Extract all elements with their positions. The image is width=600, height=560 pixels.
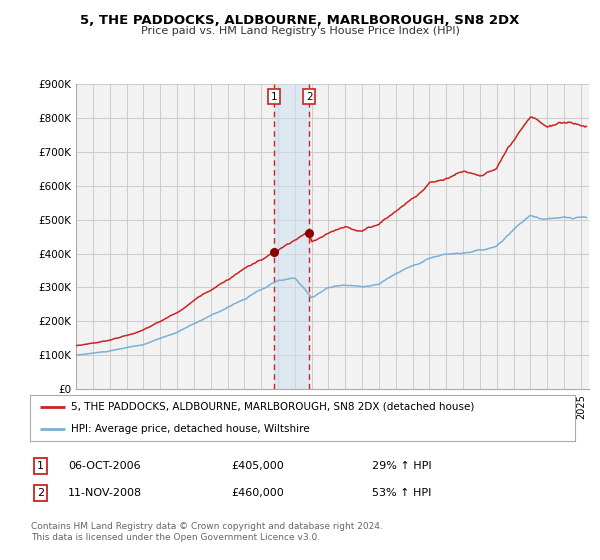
Text: 1: 1 <box>271 92 277 101</box>
Text: This data is licensed under the Open Government Licence v3.0.: This data is licensed under the Open Gov… <box>31 533 320 542</box>
Text: 29% ↑ HPI: 29% ↑ HPI <box>372 461 432 471</box>
Text: 53% ↑ HPI: 53% ↑ HPI <box>373 488 431 498</box>
Text: 06-OCT-2006: 06-OCT-2006 <box>68 461 142 471</box>
Text: £460,000: £460,000 <box>232 488 284 498</box>
Text: 2: 2 <box>306 92 313 101</box>
Text: 5, THE PADDOCKS, ALDBOURNE, MARLBOROUGH, SN8 2DX: 5, THE PADDOCKS, ALDBOURNE, MARLBOROUGH,… <box>80 14 520 27</box>
Text: £405,000: £405,000 <box>232 461 284 471</box>
Text: Contains HM Land Registry data © Crown copyright and database right 2024.: Contains HM Land Registry data © Crown c… <box>31 522 383 531</box>
Text: 5, THE PADDOCKS, ALDBOURNE, MARLBOROUGH, SN8 2DX (detached house): 5, THE PADDOCKS, ALDBOURNE, MARLBOROUGH,… <box>71 402 474 412</box>
Text: Price paid vs. HM Land Registry's House Price Index (HPI): Price paid vs. HM Land Registry's House … <box>140 26 460 36</box>
Bar <box>274 84 310 389</box>
Text: 1: 1 <box>37 461 44 471</box>
Text: 2: 2 <box>37 488 44 498</box>
Text: 11-NOV-2008: 11-NOV-2008 <box>68 488 142 498</box>
Text: HPI: Average price, detached house, Wiltshire: HPI: Average price, detached house, Wilt… <box>71 424 310 434</box>
